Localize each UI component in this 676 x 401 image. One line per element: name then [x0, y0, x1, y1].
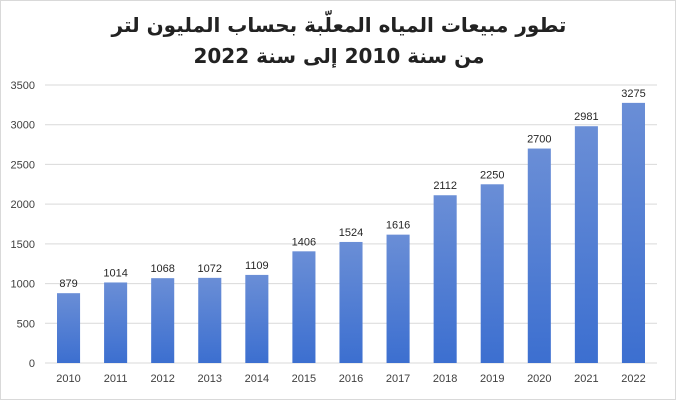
bar	[245, 274, 269, 363]
bar	[57, 293, 81, 363]
x-tick-label: 2015	[292, 373, 316, 385]
x-tick-label: 2019	[480, 373, 504, 385]
y-tick-label: 500	[17, 318, 35, 330]
data-label: 2981	[574, 111, 598, 123]
data-label: 1072	[198, 263, 222, 275]
data-label: 2700	[527, 134, 551, 146]
bar	[386, 234, 410, 363]
y-axis-ticks: 0 500 1000 1500 2000 2500 3000 3500	[11, 80, 35, 370]
chart-title-line-2: من سنة 2010 إلى سنة 2022	[193, 44, 484, 68]
x-tick-label: 2016	[339, 373, 363, 385]
x-axis-ticks: 2010 2011 2012 2013 2014 2015 2016 2017 2018 2019…	[56, 373, 645, 385]
y-tick-label: 3500	[11, 80, 35, 92]
bar	[621, 102, 645, 363]
bar	[104, 282, 128, 363]
data-label: 1406	[292, 236, 316, 248]
data-label: 1014	[103, 267, 127, 279]
bar	[574, 126, 598, 364]
data-label: 1524	[339, 227, 363, 239]
data-label: 2250	[480, 169, 504, 181]
x-tick-label: 2013	[198, 373, 222, 385]
y-tick-label: 1000	[11, 279, 35, 291]
bar	[527, 148, 551, 363]
x-tick-label: 2020	[527, 373, 551, 385]
y-tick-label: 0	[29, 358, 35, 370]
x-tick-label: 2010	[56, 373, 80, 385]
bars	[57, 102, 645, 364]
x-tick-label: 2022	[621, 373, 645, 385]
bar	[339, 241, 363, 363]
x-tick-label: 2021	[574, 373, 598, 385]
data-label: 1109	[245, 260, 269, 272]
bar	[480, 184, 504, 363]
y-tick-label: 3000	[11, 120, 35, 132]
y-tick-label: 1500	[11, 239, 35, 251]
data-label: 2112	[433, 180, 457, 192]
x-tick-label: 2012	[150, 373, 174, 385]
bar	[151, 278, 175, 363]
data-labels: 879 1014 1068 1072 1109 1406 1524 1616 2112 2250 2…	[59, 88, 645, 290]
x-tick-label: 2011	[104, 373, 128, 385]
bar	[292, 251, 316, 363]
bar	[198, 277, 222, 363]
x-tick-label: 2014	[245, 373, 269, 385]
x-tick-label: 2017	[386, 373, 410, 385]
chart-title-line-1: تطور مبيعات المياه المعلّبة بحساب المليو…	[111, 10, 567, 37]
bar	[433, 195, 457, 363]
data-label: 1068	[150, 263, 174, 275]
data-label: 879	[59, 278, 77, 290]
data-label: 3275	[621, 88, 645, 100]
y-tick-label: 2500	[11, 159, 35, 171]
data-label: 1616	[386, 220, 410, 232]
x-tick-label: 2018	[433, 373, 457, 385]
y-tick-label: 2000	[11, 199, 35, 211]
